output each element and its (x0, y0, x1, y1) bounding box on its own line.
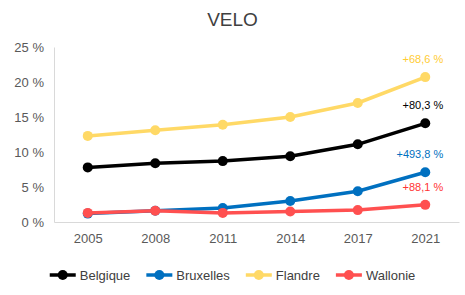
x-tick-label: 2008 (141, 231, 170, 246)
legend-label: Flandre (276, 268, 320, 283)
line (88, 77, 426, 136)
annotation: +88,1 % (403, 181, 444, 193)
marker (218, 156, 228, 166)
y-tick: 20 % (14, 75, 54, 90)
y-tick: 15 % (14, 110, 54, 125)
y-tick-label: 15 % (14, 110, 44, 125)
plot-area (83, 72, 431, 219)
x-tick-label: 2021 (411, 231, 440, 246)
y-tick-label: 0 % (22, 215, 45, 230)
y-tick-label: 25 % (14, 40, 44, 55)
marker (420, 200, 430, 210)
marker (150, 158, 160, 168)
marker (285, 151, 295, 161)
x-tick: 2011 (209, 222, 237, 246)
legend-item: Wallonie (336, 268, 415, 283)
marker (83, 209, 93, 219)
legend-item: Bruxelles (146, 268, 230, 283)
marker (83, 162, 93, 172)
legend-marker (154, 270, 164, 280)
marker (218, 120, 228, 130)
x-axis: 2005 2008 2011 2014 2017 2021 (55, 222, 460, 246)
legend-marker (58, 270, 68, 280)
marker (353, 205, 363, 215)
y-axis-line (54, 48, 55, 223)
marker (285, 196, 295, 206)
marker (150, 125, 160, 135)
legend-label: Bruxelles (176, 268, 230, 283)
legend-item: Flandre (246, 268, 320, 283)
x-tick: 2017 (344, 222, 373, 246)
x-tick-label: 2005 (74, 231, 103, 246)
x-tick-label: 2011 (209, 231, 237, 246)
marker (420, 167, 430, 177)
marker (420, 72, 430, 82)
chart: VELO0 %5 %10 %15 %20 %25 %20052008201120… (0, 0, 465, 295)
marker (353, 98, 363, 108)
y-tick: 10 % (14, 145, 54, 160)
y-tick: 25 % (14, 40, 54, 55)
marker (218, 208, 228, 218)
x-tick: 2008 (141, 222, 170, 246)
line (88, 205, 426, 213)
marker (285, 207, 295, 217)
x-axis-line (55, 222, 460, 223)
annotation: +80,3 % (403, 99, 444, 111)
marker (150, 206, 160, 216)
marker (83, 131, 93, 141)
marker (353, 186, 363, 196)
legend-label: Belgique (80, 268, 131, 283)
x-tick-label: 2017 (344, 231, 373, 246)
legend: Belgique Bruxelles Flandre Wallonie (50, 268, 416, 283)
y-tick-label: 20 % (14, 75, 44, 90)
y-tick-label: 10 % (14, 145, 44, 160)
y-tick: 0 % (22, 215, 54, 230)
marker (420, 118, 430, 128)
x-tick: 2021 (411, 222, 440, 246)
y-axis: 0 % 5 % 10 % 15 % 20 % 25 % (14, 40, 54, 230)
marker (353, 139, 363, 149)
annotation: +68,6 % (403, 53, 444, 65)
annotation: +493,8 % (396, 148, 443, 160)
y-tick-label: 5 % (22, 180, 45, 195)
line (88, 123, 426, 167)
title: VELO (207, 9, 258, 30)
marker (150, 206, 160, 216)
line (88, 172, 426, 213)
x-tick: 2014 (276, 222, 305, 246)
marker (83, 208, 93, 218)
legend-label: Wallonie (366, 268, 415, 283)
legend-marker (344, 270, 354, 280)
x-tick: 2005 (74, 222, 103, 246)
x-tick-label: 2014 (276, 231, 305, 246)
y-tick: 5 % (22, 180, 54, 195)
legend-item: Belgique (50, 268, 131, 283)
legend-marker (254, 270, 264, 280)
marker (285, 112, 295, 122)
